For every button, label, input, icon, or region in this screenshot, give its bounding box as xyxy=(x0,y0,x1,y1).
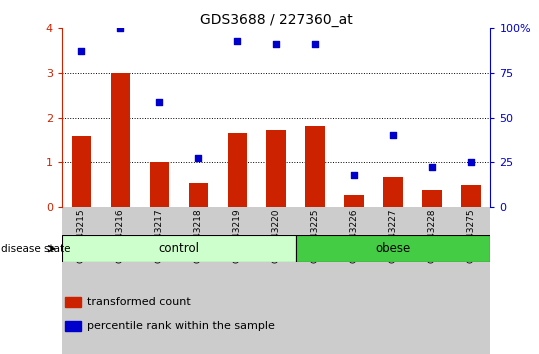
Point xyxy=(77,48,86,53)
Bar xyxy=(335,207,374,354)
Bar xyxy=(306,126,325,207)
Bar xyxy=(62,235,296,262)
Bar xyxy=(189,183,208,207)
Bar xyxy=(296,207,335,354)
Title: GDS3688 / 227360_at: GDS3688 / 227360_at xyxy=(200,13,353,27)
Bar xyxy=(344,195,364,207)
Point xyxy=(311,41,320,47)
Bar xyxy=(62,207,101,354)
Bar xyxy=(257,207,296,354)
Point xyxy=(194,155,203,161)
Point xyxy=(389,132,397,137)
Bar xyxy=(383,177,403,207)
Bar xyxy=(179,207,218,354)
Bar xyxy=(110,73,130,207)
Point xyxy=(350,172,358,178)
Bar xyxy=(150,162,169,207)
Bar xyxy=(72,136,91,207)
Bar xyxy=(423,190,442,207)
Bar xyxy=(227,133,247,207)
Bar xyxy=(461,185,481,207)
Point xyxy=(233,38,241,44)
Bar xyxy=(374,207,412,354)
Bar xyxy=(218,207,257,354)
Bar xyxy=(65,297,81,307)
Bar xyxy=(412,207,452,354)
Text: obese: obese xyxy=(376,242,411,255)
Point xyxy=(116,25,125,31)
Point xyxy=(272,41,280,47)
Text: transformed count: transformed count xyxy=(87,297,191,307)
Point xyxy=(467,160,475,165)
Bar xyxy=(140,207,179,354)
Bar xyxy=(452,207,490,354)
Bar xyxy=(266,130,286,207)
Text: disease state: disease state xyxy=(1,244,71,254)
Bar xyxy=(65,321,81,331)
Text: percentile rank within the sample: percentile rank within the sample xyxy=(87,321,275,331)
Bar xyxy=(101,207,140,354)
Point xyxy=(428,164,437,170)
Bar xyxy=(296,235,490,262)
Point xyxy=(155,99,164,105)
Text: control: control xyxy=(158,242,199,255)
